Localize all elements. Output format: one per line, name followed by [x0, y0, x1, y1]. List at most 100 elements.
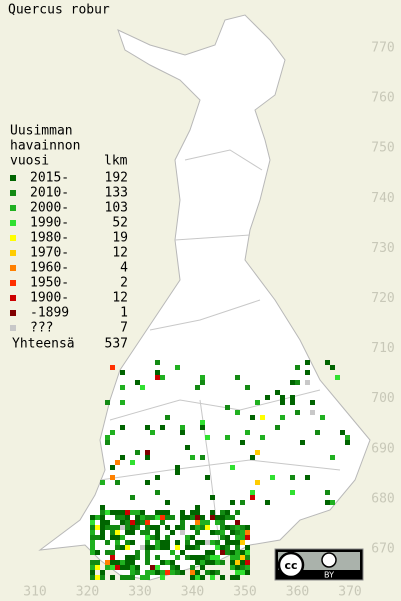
grid-cell	[165, 515, 170, 520]
grid-cell	[240, 500, 245, 505]
grid-cell	[120, 455, 125, 460]
grid-cell	[145, 455, 150, 460]
legend-count: 12	[112, 291, 128, 306]
grid-cell	[230, 465, 235, 470]
grid-cell	[240, 550, 245, 555]
grid-cell	[195, 530, 200, 535]
grid-cell	[155, 535, 160, 540]
grid-cell	[120, 400, 125, 405]
grid-cell	[175, 465, 180, 470]
grid-cell	[110, 550, 115, 555]
grid-cell	[330, 455, 335, 460]
grid-cell	[235, 510, 240, 515]
cc-icon	[277, 551, 305, 579]
grid-cell	[145, 450, 150, 455]
legend-count: 19	[112, 231, 128, 246]
grid-cell	[125, 560, 130, 565]
grid-cell	[120, 520, 125, 525]
grid-cell	[145, 525, 150, 530]
grid-cell	[315, 430, 320, 435]
grid-cell	[240, 565, 245, 570]
legend-swatch	[10, 175, 16, 181]
grid-cell	[120, 385, 125, 390]
grid-cell	[240, 440, 245, 445]
grid-cell	[200, 540, 205, 545]
legend-count: 192	[105, 171, 128, 186]
grid-cell	[220, 530, 225, 535]
grid-cell	[215, 530, 220, 535]
grid-cell	[145, 425, 150, 430]
grid-cell	[320, 415, 325, 420]
grid-cell	[340, 430, 345, 435]
y-axis-label: 740	[371, 191, 394, 206]
grid-cell	[135, 515, 140, 520]
grid-cell	[295, 365, 300, 370]
legend-label: 1990-	[30, 216, 69, 231]
grid-cell	[330, 500, 335, 505]
grid-cell	[120, 560, 125, 565]
grid-cell	[130, 510, 135, 515]
grid-cell	[290, 400, 295, 405]
grid-cell	[235, 575, 240, 580]
legend-count: 103	[105, 201, 128, 216]
grid-cell	[165, 500, 170, 505]
grid-cell	[125, 540, 130, 545]
grid-cell	[130, 555, 135, 560]
grid-cell	[255, 480, 260, 485]
grid-cell	[90, 575, 95, 580]
grid-cell	[290, 395, 295, 400]
grid-cell	[115, 565, 120, 570]
title: Quercus robur	[8, 3, 110, 18]
grid-cell	[165, 540, 170, 545]
grid-cell	[110, 465, 115, 470]
grid-cell	[135, 510, 140, 515]
grid-cell	[225, 435, 230, 440]
grid-cell	[105, 550, 110, 555]
grid-cell	[160, 545, 165, 550]
grid-cell	[210, 510, 215, 515]
grid-cell	[230, 575, 235, 580]
license-badge: cc BY	[274, 548, 364, 581]
grid-cell	[95, 560, 100, 565]
grid-cell	[275, 390, 280, 395]
grid-cell	[130, 460, 135, 465]
grid-cell	[95, 565, 100, 570]
grid-cell	[160, 520, 165, 525]
grid-cell	[110, 560, 115, 565]
grid-cell	[115, 535, 120, 540]
grid-cell	[155, 370, 160, 375]
grid-cell	[280, 400, 285, 405]
grid-cell	[120, 525, 125, 530]
grid-cell	[180, 510, 185, 515]
grid-cell	[230, 515, 235, 520]
grid-cell	[95, 550, 100, 555]
grid-cell	[245, 565, 250, 570]
grid-cell	[200, 375, 205, 380]
grid-cell	[195, 540, 200, 545]
grid-cell	[145, 530, 150, 535]
grid-cell	[170, 570, 175, 575]
grid-cell	[215, 520, 220, 525]
grid-cell	[155, 475, 160, 480]
grid-cell	[170, 560, 175, 565]
grid-cell	[190, 535, 195, 540]
grid-cell	[155, 510, 160, 515]
grid-cell	[195, 510, 200, 515]
grid-cell	[125, 545, 130, 550]
grid-cell	[200, 555, 205, 560]
grid-cell	[140, 385, 145, 390]
grid-cell	[280, 395, 285, 400]
grid-cell	[260, 435, 265, 440]
grid-cell	[130, 560, 135, 565]
x-axis-label: 320	[76, 585, 99, 600]
grid-cell	[325, 490, 330, 495]
grid-cell	[345, 440, 350, 445]
grid-cell	[220, 515, 225, 520]
grid-cell	[235, 525, 240, 530]
grid-cell	[215, 555, 220, 560]
legend-swatch	[10, 295, 16, 301]
grid-cell	[220, 520, 225, 525]
grid-cell	[240, 555, 245, 560]
